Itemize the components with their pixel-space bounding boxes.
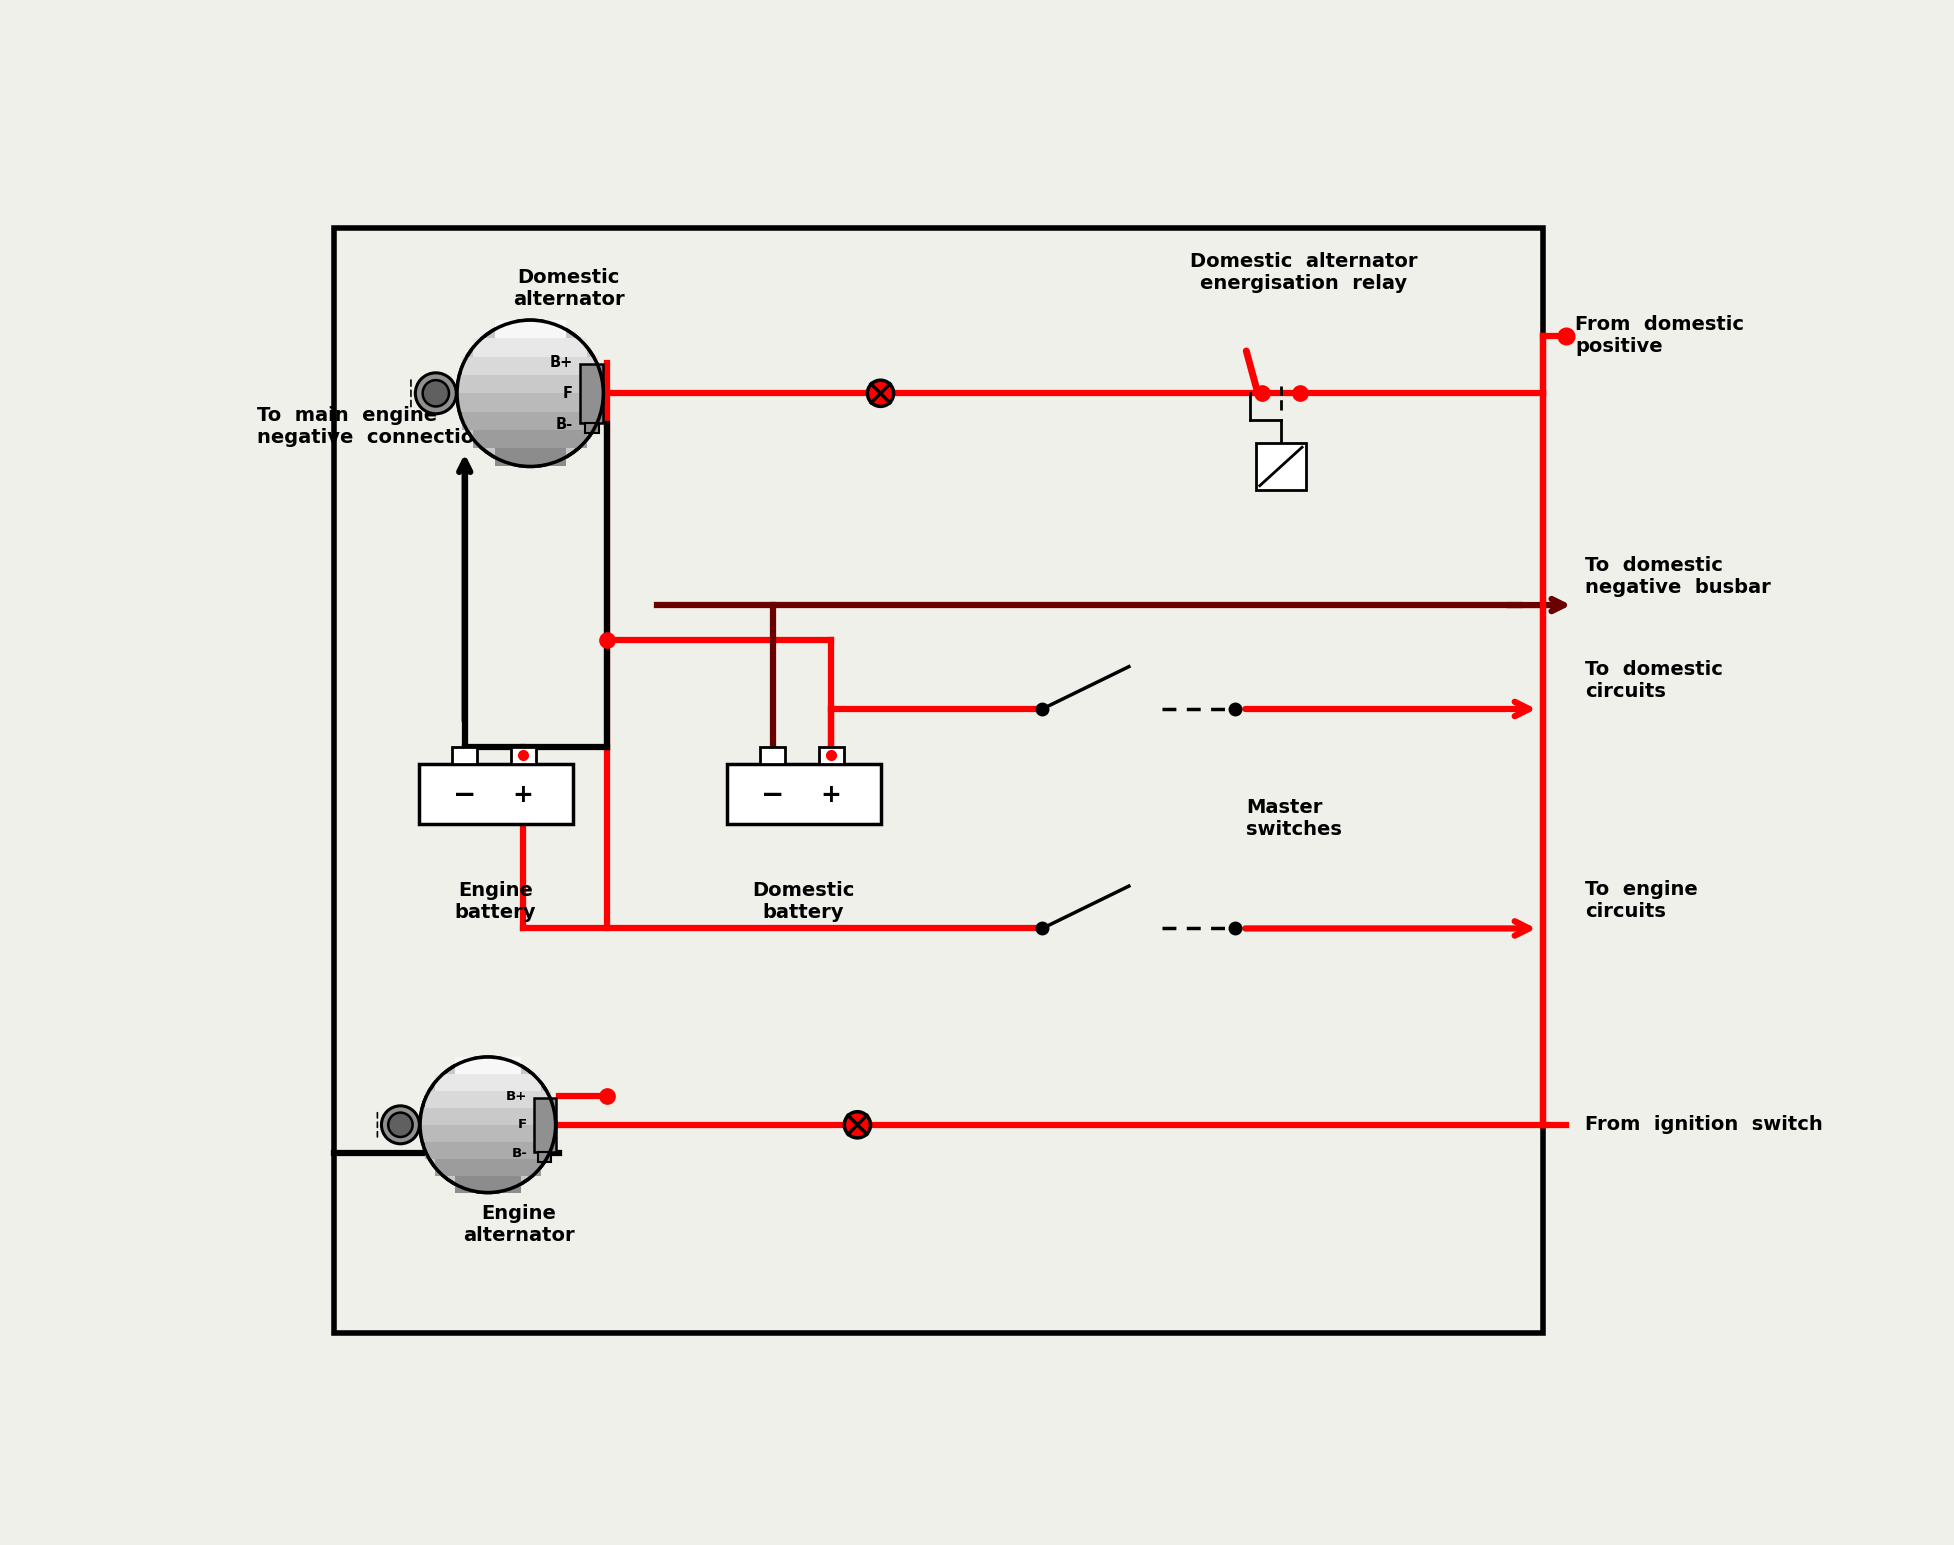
Polygon shape — [420, 1125, 555, 1142]
Bar — [453, 746, 477, 763]
Circle shape — [463, 1103, 506, 1146]
Bar — [727, 763, 881, 823]
Circle shape — [868, 380, 893, 406]
Bar — [580, 365, 604, 423]
Bar — [537, 1153, 551, 1162]
Text: Domestic  alternator
energisation  relay: Domestic alternator energisation relay — [1190, 252, 1419, 294]
Text: To  domestic
circuits: To domestic circuits — [1585, 660, 1723, 701]
Text: To  engine
circuits: To engine circuits — [1585, 879, 1698, 921]
Circle shape — [457, 320, 604, 467]
Polygon shape — [426, 1142, 551, 1159]
Text: +: + — [821, 783, 842, 806]
Text: Engine
battery: Engine battery — [455, 882, 535, 922]
Polygon shape — [473, 338, 588, 357]
Text: Domestic
battery: Domestic battery — [752, 882, 854, 922]
Bar — [418, 763, 573, 823]
Polygon shape — [436, 1074, 541, 1091]
Text: +: + — [512, 783, 533, 806]
Circle shape — [416, 372, 457, 414]
Polygon shape — [436, 1159, 541, 1176]
Polygon shape — [494, 320, 565, 338]
Bar — [584, 423, 598, 433]
Circle shape — [502, 369, 549, 417]
Polygon shape — [494, 448, 565, 467]
Text: −: − — [453, 782, 477, 810]
Polygon shape — [463, 411, 598, 430]
Text: Master
switches: Master switches — [1247, 799, 1342, 839]
Text: B-: B- — [555, 417, 573, 431]
Bar — [760, 746, 786, 763]
Circle shape — [389, 1112, 412, 1137]
Polygon shape — [457, 394, 602, 411]
Polygon shape — [455, 1176, 520, 1193]
Text: To  domestic
negative  busbar: To domestic negative busbar — [1585, 556, 1770, 598]
Text: To  main  engine
negative  connection: To main engine negative connection — [256, 406, 488, 447]
Text: From  ignition  switch: From ignition switch — [1585, 1115, 1823, 1134]
Polygon shape — [426, 1091, 551, 1108]
Bar — [533, 1097, 555, 1153]
Text: B-: B- — [512, 1146, 528, 1160]
Bar — [819, 746, 844, 763]
Polygon shape — [473, 430, 588, 448]
Circle shape — [420, 1057, 555, 1193]
Polygon shape — [420, 1108, 555, 1125]
Text: From  domestic
positive: From domestic positive — [1575, 315, 1745, 355]
Circle shape — [381, 1106, 420, 1143]
Bar — [1256, 443, 1305, 490]
Text: F: F — [518, 1119, 528, 1131]
Text: B+: B+ — [549, 355, 573, 371]
Text: Engine
alternator: Engine alternator — [463, 1204, 574, 1245]
Text: Domestic
alternator: Domestic alternator — [512, 267, 625, 309]
Circle shape — [844, 1112, 871, 1137]
Bar — [510, 746, 535, 763]
Bar — [334, 227, 1544, 1333]
Polygon shape — [455, 1057, 520, 1074]
Text: B+: B+ — [506, 1089, 528, 1103]
Circle shape — [422, 380, 449, 406]
Text: −: − — [762, 782, 784, 810]
Polygon shape — [457, 375, 602, 394]
Polygon shape — [463, 357, 598, 375]
Text: F: F — [563, 386, 573, 400]
